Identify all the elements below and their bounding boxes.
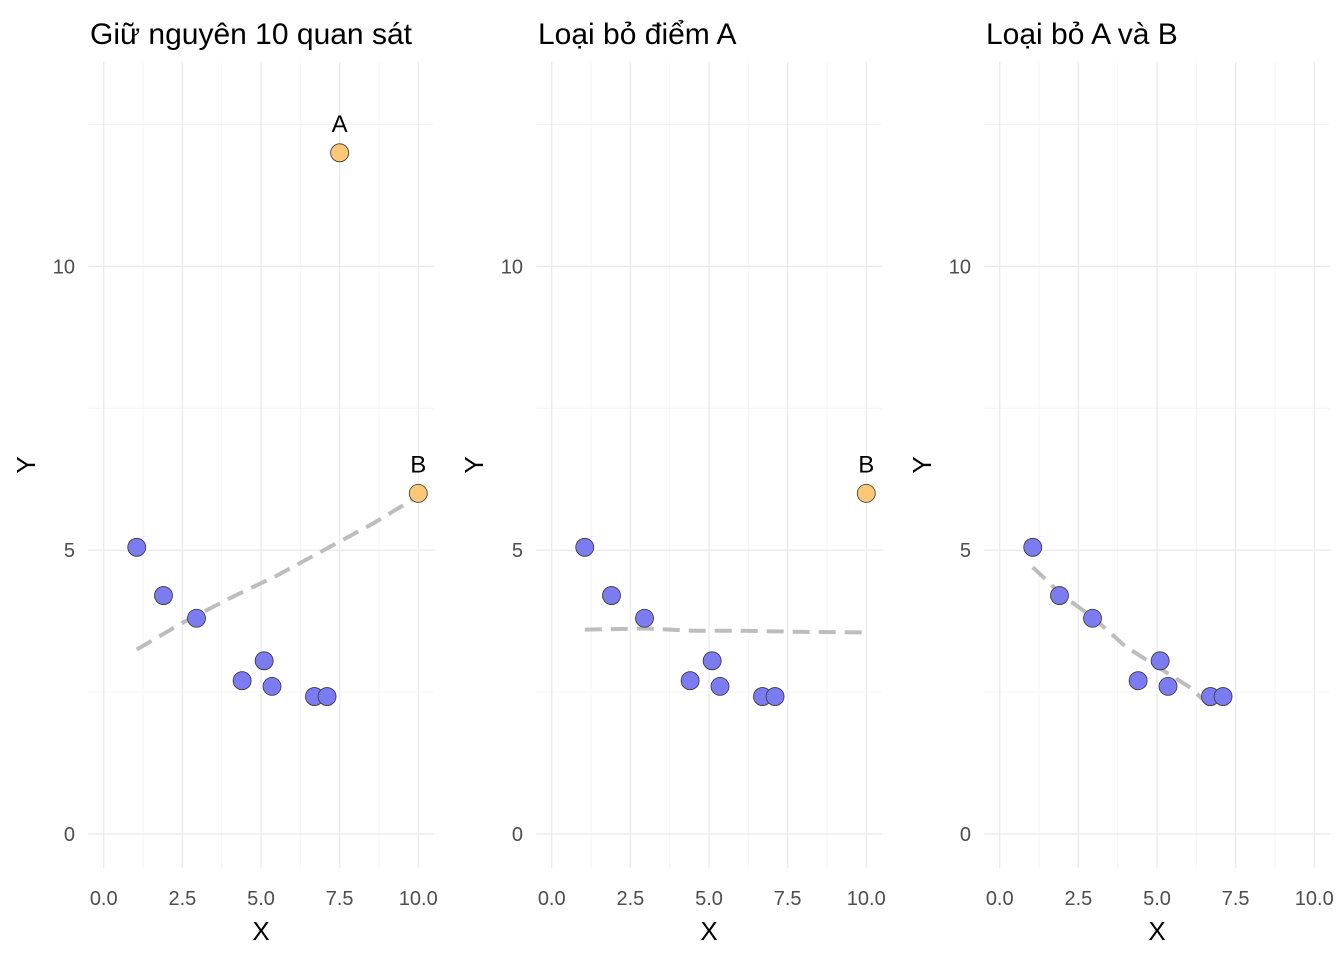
data-point (1023, 537, 1043, 557)
outlier-point (330, 143, 350, 163)
data-point (187, 608, 206, 628)
x-tick-label: 5.0 (247, 888, 275, 910)
y-tick-label: 5 (960, 540, 971, 562)
y-tick-label: 10 (949, 256, 971, 278)
data-point (317, 687, 337, 706)
data-point (254, 651, 274, 671)
y-tick-label: 5 (512, 540, 523, 562)
panel-3: 0.0 2.5 5.0 7.5 10.0 0 5 10 Loại bỏ A và B X Y (907, 18, 1334, 946)
data-point (1083, 608, 1102, 628)
x-tick-label: 10.0 (399, 888, 438, 910)
outlier-point (856, 483, 876, 503)
y-tick-label: 10 (501, 256, 523, 278)
x-tick-label: 10.0 (847, 888, 886, 910)
data-point (1213, 687, 1233, 706)
point-label: B (858, 451, 874, 478)
data-point (127, 537, 147, 557)
x-tick-label: 2.5 (168, 888, 196, 910)
x-tick-label: 2.5 (616, 888, 644, 910)
panel-title: Loại bỏ điểm A (538, 18, 736, 51)
data-point (765, 687, 785, 706)
x-tick-label: 7.5 (326, 888, 354, 910)
x-tick-label: 0.0 (538, 888, 566, 910)
fit-line (584, 626, 867, 635)
data-point (575, 537, 595, 557)
panel-title: Loại bỏ A và B (986, 18, 1178, 51)
x-axis-title: X (1148, 916, 1165, 946)
point-label: B (410, 451, 426, 478)
data-point (1150, 651, 1170, 671)
outlier-point (408, 483, 428, 503)
y-axis-title: Y (459, 456, 489, 473)
y-tick-label: 5 (64, 540, 75, 562)
x-tick-label: 7.5 (1222, 888, 1250, 910)
fit-line (135, 494, 420, 652)
data-point (262, 676, 282, 696)
x-tick-label: 5.0 (695, 888, 723, 910)
x-axis-title: X (252, 916, 269, 946)
y-tick-label: 10 (53, 256, 75, 278)
panel-2: 0.0 2.5 5.0 7.5 10.0 0 5 10 B Loại bỏ điểm A X Y (459, 18, 886, 946)
point-label: A (332, 111, 348, 138)
data-point (1128, 671, 1148, 691)
x-tick-label: 10.0 (1295, 888, 1334, 910)
data-point (710, 676, 730, 696)
data-point (232, 671, 252, 691)
data-point (154, 586, 173, 605)
x-tick-label: 7.5 (774, 888, 802, 910)
data-point (1050, 586, 1069, 605)
data-point (635, 608, 654, 628)
y-tick-label: 0 (960, 824, 971, 846)
panel-title: Giữ nguyên 10 quan sát (90, 18, 413, 51)
x-axis-title: X (700, 916, 717, 946)
y-axis-title: Y (11, 456, 41, 473)
data-point (602, 586, 621, 605)
y-axis-title: Y (907, 456, 937, 473)
y-tick-label: 0 (512, 824, 523, 846)
x-tick-label: 2.5 (1064, 888, 1092, 910)
x-tick-label: 0.0 (986, 888, 1014, 910)
x-tick-label: 5.0 (1143, 888, 1171, 910)
panel-1: 0.0 2.5 5.0 7.5 10.0 0 5 10 A B Giữ nguyên 10 quan… (11, 18, 438, 946)
y-tick-label: 0 (64, 824, 75, 846)
x-tick-label: 0.0 (90, 888, 118, 910)
data-point (1158, 676, 1178, 696)
data-point (680, 671, 700, 691)
data-point (702, 651, 722, 671)
